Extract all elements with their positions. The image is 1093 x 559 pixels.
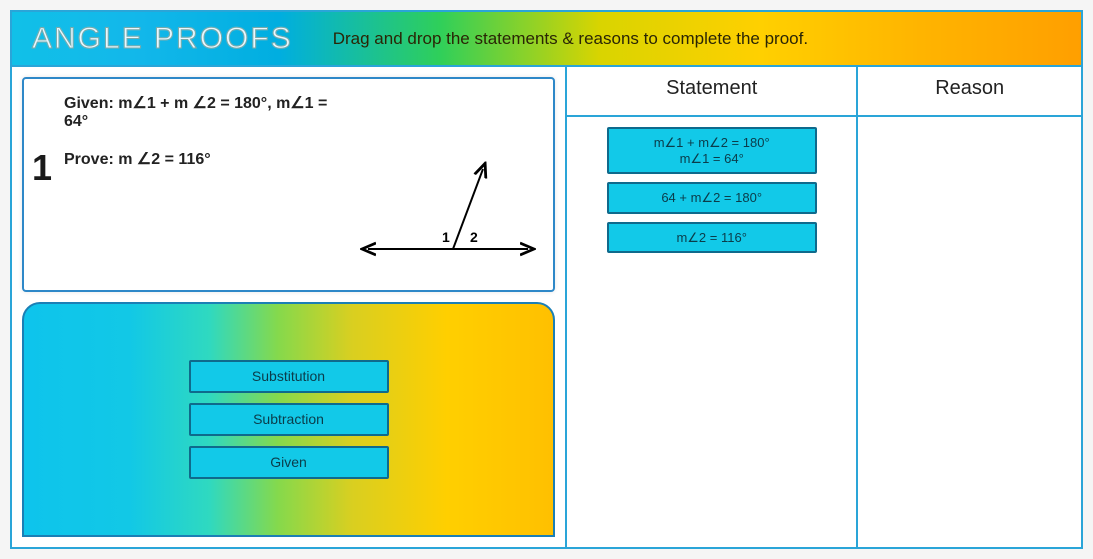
prove-line: Prove: m ∠2 = 116°: [64, 149, 353, 169]
problem-number: 1: [24, 87, 64, 282]
statement-tile-2[interactable]: 64 + m∠2 = 180°: [607, 182, 817, 214]
prove-text: m ∠2 = 116°: [118, 151, 210, 168]
page-title: ANGLE PROOFS: [32, 22, 293, 56]
header-bar: ANGLE PROOFS Drag and drop the statement…: [12, 12, 1081, 67]
given-label: Given:: [64, 95, 114, 112]
bank-tile-subtraction[interactable]: Subtraction: [189, 403, 389, 436]
statement-column: Statement m∠1 + m∠2 = 180° m∠1 = 64° 64 …: [567, 67, 858, 547]
problem-box: 1 Given: m∠1 + m ∠2 = 180°, m∠1 = 64° Pr…: [22, 77, 555, 292]
body: 1 Given: m∠1 + m ∠2 = 180°, m∠1 = 64° Pr…: [12, 67, 1081, 547]
reason-bank: Substitution Subtraction Given: [22, 302, 555, 537]
reason-header: Reason: [858, 67, 1081, 117]
bank-tile-given[interactable]: Given: [189, 446, 389, 479]
statement-tile-1[interactable]: m∠1 + m∠2 = 180° m∠1 = 64°: [607, 127, 817, 174]
problem-text: Given: m∠1 + m ∠2 = 180°, m∠1 = 64° Prov…: [64, 87, 353, 282]
instructions-text: Drag and drop the statements & reasons t…: [333, 29, 808, 49]
reason-column: Reason: [858, 67, 1081, 547]
statement-body[interactable]: m∠1 + m∠2 = 180° m∠1 = 64° 64 + m∠2 = 18…: [567, 117, 856, 547]
diagram-label-2: 2: [470, 229, 478, 245]
statement-tile-3[interactable]: m∠2 = 116°: [607, 222, 817, 254]
angle-svg: 1 2: [358, 154, 538, 274]
app-frame: ANGLE PROOFS Drag and drop the statement…: [10, 10, 1083, 549]
diagram-label-1: 1: [442, 229, 450, 245]
bank-tile-substitution[interactable]: Substitution: [189, 360, 389, 393]
prove-label: Prove:: [64, 151, 114, 168]
angle-diagram: 1 2: [353, 87, 543, 282]
right-column: Statement m∠1 + m∠2 = 180° m∠1 = 64° 64 …: [567, 67, 1081, 547]
statement-header: Statement: [567, 67, 856, 117]
left-column: 1 Given: m∠1 + m ∠2 = 180°, m∠1 = 64° Pr…: [12, 67, 567, 547]
given-line: Given: m∠1 + m ∠2 = 180°, m∠1 = 64°: [64, 93, 353, 131]
reason-body[interactable]: [858, 117, 1081, 547]
